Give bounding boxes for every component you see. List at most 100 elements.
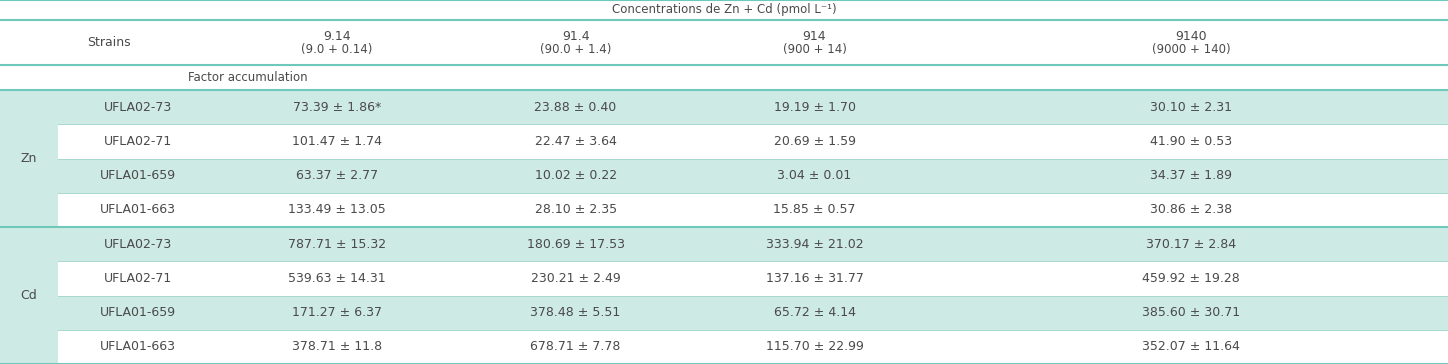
Text: 30.86 ± 2.38: 30.86 ± 2.38 <box>1150 203 1232 216</box>
Text: 20.69 ± 1.59: 20.69 ± 1.59 <box>773 135 856 148</box>
Bar <box>58 124 217 158</box>
Text: (9.0 + 0.14): (9.0 + 0.14) <box>301 43 372 56</box>
Text: 352.07 ± 11.64: 352.07 ± 11.64 <box>1142 340 1239 353</box>
Bar <box>0 0 1448 20</box>
Text: 22.47 ± 3.64: 22.47 ± 3.64 <box>534 135 617 148</box>
Text: 65.72 ± 4.14: 65.72 ± 4.14 <box>773 306 856 319</box>
Text: 101.47 ± 1.74: 101.47 ± 1.74 <box>291 135 382 148</box>
Bar <box>934 90 1448 124</box>
Bar <box>0 65 1448 90</box>
Text: Concentrations de Zn + Cd (pmol L⁻¹): Concentrations de Zn + Cd (pmol L⁻¹) <box>611 4 837 16</box>
Text: UFLA02-71: UFLA02-71 <box>103 135 172 148</box>
Text: Cd: Cd <box>20 289 38 302</box>
Bar <box>0 124 58 158</box>
Bar <box>58 90 217 124</box>
Text: UFLA01-663: UFLA01-663 <box>100 340 175 353</box>
Bar <box>217 193 456 227</box>
Bar <box>456 124 695 158</box>
Bar <box>456 90 695 124</box>
Bar <box>934 296 1448 330</box>
Bar <box>456 330 695 364</box>
Text: 378.71 ± 11.8: 378.71 ± 11.8 <box>291 340 382 353</box>
Text: 9.14: 9.14 <box>323 30 350 43</box>
Text: 3.04 ± 0.01: 3.04 ± 0.01 <box>778 169 851 182</box>
Bar <box>58 330 217 364</box>
Bar <box>217 227 456 261</box>
Text: 333.94 ± 21.02: 333.94 ± 21.02 <box>766 238 863 251</box>
Text: 41.90 ± 0.53: 41.90 ± 0.53 <box>1150 135 1232 148</box>
Text: 73.39 ± 1.86*: 73.39 ± 1.86* <box>292 100 381 114</box>
Text: 30.10 ± 2.31: 30.10 ± 2.31 <box>1150 100 1232 114</box>
Bar <box>217 124 456 158</box>
Bar <box>217 158 456 193</box>
Bar <box>695 90 934 124</box>
Bar <box>456 296 695 330</box>
Bar <box>695 193 934 227</box>
Bar <box>695 330 934 364</box>
Bar <box>0 330 58 364</box>
Text: 115.70 ± 22.99: 115.70 ± 22.99 <box>766 340 863 353</box>
Text: 370.17 ± 2.84: 370.17 ± 2.84 <box>1145 238 1237 251</box>
Bar <box>934 193 1448 227</box>
Bar <box>695 158 934 193</box>
Bar <box>934 227 1448 261</box>
Bar <box>58 296 217 330</box>
Text: Strains: Strains <box>87 36 130 49</box>
Text: 914: 914 <box>802 30 827 43</box>
Text: 63.37 ± 2.77: 63.37 ± 2.77 <box>295 169 378 182</box>
Bar <box>58 193 217 227</box>
Text: 539.63 ± 14.31: 539.63 ± 14.31 <box>288 272 385 285</box>
Text: UFLA02-71: UFLA02-71 <box>103 272 172 285</box>
Text: 385.60 ± 30.71: 385.60 ± 30.71 <box>1142 306 1239 319</box>
Bar <box>0 90 58 124</box>
Bar <box>0 193 58 227</box>
Bar <box>0 296 58 330</box>
Text: 9140: 9140 <box>1176 30 1206 43</box>
Text: 133.49 ± 13.05: 133.49 ± 13.05 <box>288 203 385 216</box>
Bar <box>0 261 58 296</box>
Text: 137.16 ± 31.77: 137.16 ± 31.77 <box>766 272 863 285</box>
Text: (900 + 14): (900 + 14) <box>782 43 847 56</box>
Bar <box>0 158 58 193</box>
Bar <box>456 193 695 227</box>
Bar <box>695 227 934 261</box>
Bar <box>0 227 58 261</box>
Text: UFLA01-659: UFLA01-659 <box>100 169 175 182</box>
Text: (90.0 + 1.4): (90.0 + 1.4) <box>540 43 611 56</box>
Text: (9000 + 140): (9000 + 140) <box>1151 43 1231 56</box>
Bar <box>934 261 1448 296</box>
Text: UFLA01-659: UFLA01-659 <box>100 306 175 319</box>
Bar <box>58 158 217 193</box>
Bar <box>456 261 695 296</box>
Bar <box>217 296 456 330</box>
Text: Zn: Zn <box>20 152 38 165</box>
Bar <box>58 261 217 296</box>
Text: 378.48 ± 5.51: 378.48 ± 5.51 <box>530 306 621 319</box>
Bar <box>934 330 1448 364</box>
Bar <box>934 158 1448 193</box>
Text: 230.21 ± 2.49: 230.21 ± 2.49 <box>531 272 620 285</box>
Text: 28.10 ± 2.35: 28.10 ± 2.35 <box>534 203 617 216</box>
Text: 15.85 ± 0.57: 15.85 ± 0.57 <box>773 203 856 216</box>
Bar <box>217 90 456 124</box>
Bar <box>217 330 456 364</box>
Text: 180.69 ± 17.53: 180.69 ± 17.53 <box>527 238 624 251</box>
Text: UFLA02-73: UFLA02-73 <box>103 100 172 114</box>
Bar <box>456 227 695 261</box>
Bar <box>695 296 934 330</box>
Text: 23.88 ± 0.40: 23.88 ± 0.40 <box>534 100 617 114</box>
Text: 678.71 ± 7.78: 678.71 ± 7.78 <box>530 340 621 353</box>
Bar <box>217 261 456 296</box>
Text: UFLA02-73: UFLA02-73 <box>103 238 172 251</box>
Bar <box>934 124 1448 158</box>
Bar <box>695 124 934 158</box>
Text: 171.27 ± 6.37: 171.27 ± 6.37 <box>291 306 382 319</box>
Text: 19.19 ± 1.70: 19.19 ± 1.70 <box>773 100 856 114</box>
Text: Factor accumulation: Factor accumulation <box>188 71 308 84</box>
Text: UFLA01-663: UFLA01-663 <box>100 203 175 216</box>
Bar <box>695 261 934 296</box>
Text: 91.4: 91.4 <box>562 30 589 43</box>
Text: 459.92 ± 19.28: 459.92 ± 19.28 <box>1142 272 1239 285</box>
Text: 10.02 ± 0.22: 10.02 ± 0.22 <box>534 169 617 182</box>
Bar <box>456 158 695 193</box>
